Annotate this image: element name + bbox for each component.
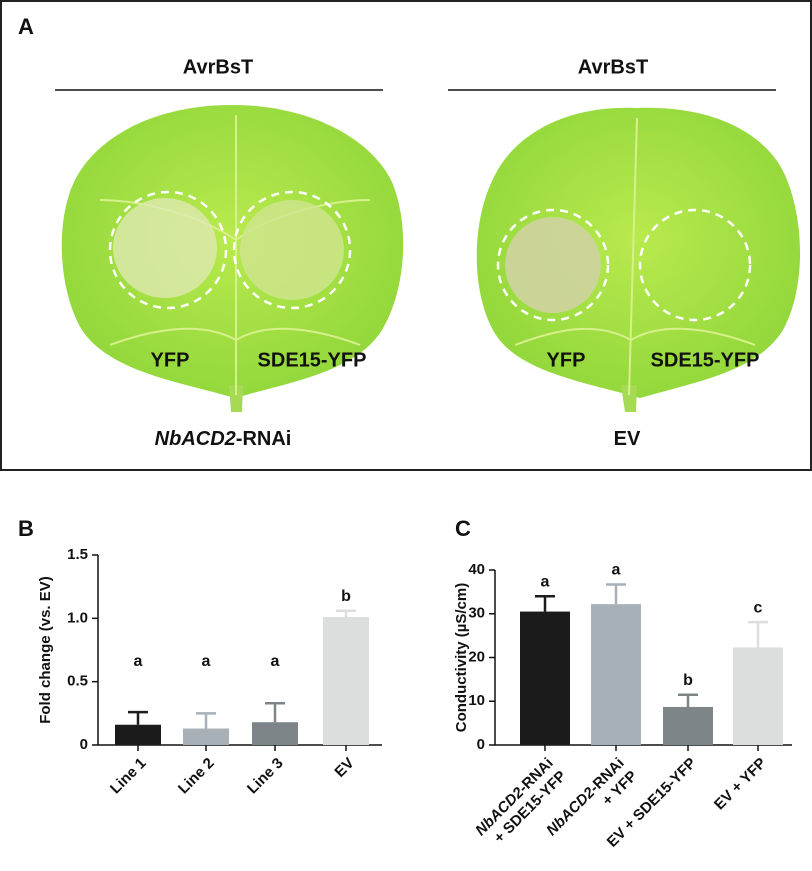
significance-letter: c bbox=[754, 599, 763, 616]
error-bar bbox=[265, 701, 285, 723]
error-bar bbox=[128, 710, 148, 725]
genotype-label: NbACD2-RNAi bbox=[155, 428, 292, 450]
bar bbox=[663, 706, 713, 745]
genotype-italic: NbACD2 bbox=[155, 428, 236, 450]
significance-letter: a bbox=[612, 562, 621, 579]
leaf bbox=[61, 105, 404, 412]
panel-letter: B bbox=[18, 516, 34, 541]
significance-letter: a bbox=[541, 573, 550, 590]
bar bbox=[733, 647, 783, 745]
bar bbox=[520, 611, 570, 745]
treatment-label: AvrBsT bbox=[183, 56, 253, 78]
genotype-rest: -RNAi bbox=[236, 428, 292, 450]
error-bar bbox=[336, 609, 356, 618]
x-tick-label-part: Line 2 bbox=[175, 755, 218, 798]
significance-letter: a bbox=[134, 653, 143, 670]
significance-letter: a bbox=[202, 653, 211, 670]
panel-letter: C bbox=[455, 516, 471, 541]
x-tick-label: Line 2 bbox=[175, 755, 218, 798]
error-bar bbox=[196, 712, 216, 729]
x-tick-label-part: EV bbox=[331, 755, 357, 781]
spot-label: YFP bbox=[547, 349, 586, 371]
leaf bbox=[476, 107, 801, 412]
genotype-text: EV bbox=[614, 428, 641, 450]
y-tick-label: 40 bbox=[468, 561, 485, 578]
y-axis-label: Conductivity (µS/cm) bbox=[453, 583, 470, 733]
error-bar bbox=[678, 693, 698, 707]
error-bar bbox=[748, 620, 768, 648]
x-tick-label: Line 1 bbox=[107, 755, 150, 798]
bar bbox=[183, 728, 229, 745]
x-tick-label: Line 3 bbox=[244, 755, 287, 798]
x-tick-label-part: Line 1 bbox=[107, 755, 150, 798]
x-tick-label-part: Line 3 bbox=[244, 755, 287, 798]
x-tick-label: EV + YFP bbox=[711, 755, 770, 814]
spot-label: SDE15-YFP bbox=[258, 349, 367, 371]
y-tick-label: 20 bbox=[468, 648, 485, 665]
spot-label: SDE15-YFP bbox=[651, 349, 760, 371]
y-tick-label: 0 bbox=[477, 736, 485, 753]
significance-letter: b bbox=[341, 588, 351, 605]
bar bbox=[591, 604, 641, 745]
y-tick-label: 0 bbox=[80, 736, 88, 753]
bar bbox=[252, 722, 298, 745]
genotype-label: EV bbox=[614, 428, 641, 450]
panel-frame bbox=[0, 0, 812, 471]
x-tick-label-part: EV + YFP bbox=[711, 755, 770, 814]
significance-letter: a bbox=[271, 653, 280, 670]
y-tick-label: 10 bbox=[468, 692, 485, 709]
treatment-label: AvrBsT bbox=[578, 56, 648, 78]
y-tick-label: 1.0 bbox=[67, 609, 88, 626]
spot-label: YFP bbox=[151, 349, 190, 371]
y-tick-label: 1.5 bbox=[67, 546, 88, 563]
significance-letter: b bbox=[683, 672, 693, 689]
panel-letter: A bbox=[18, 14, 34, 39]
x-tick-label: EV bbox=[331, 755, 357, 781]
bar bbox=[115, 724, 161, 745]
y-tick-label: 0.5 bbox=[67, 673, 88, 690]
error-bar bbox=[606, 583, 626, 605]
error-bar bbox=[535, 595, 555, 612]
y-tick-label: 30 bbox=[468, 605, 485, 622]
bar bbox=[323, 617, 369, 745]
y-axis-label: Fold change (vs. EV) bbox=[37, 576, 54, 724]
